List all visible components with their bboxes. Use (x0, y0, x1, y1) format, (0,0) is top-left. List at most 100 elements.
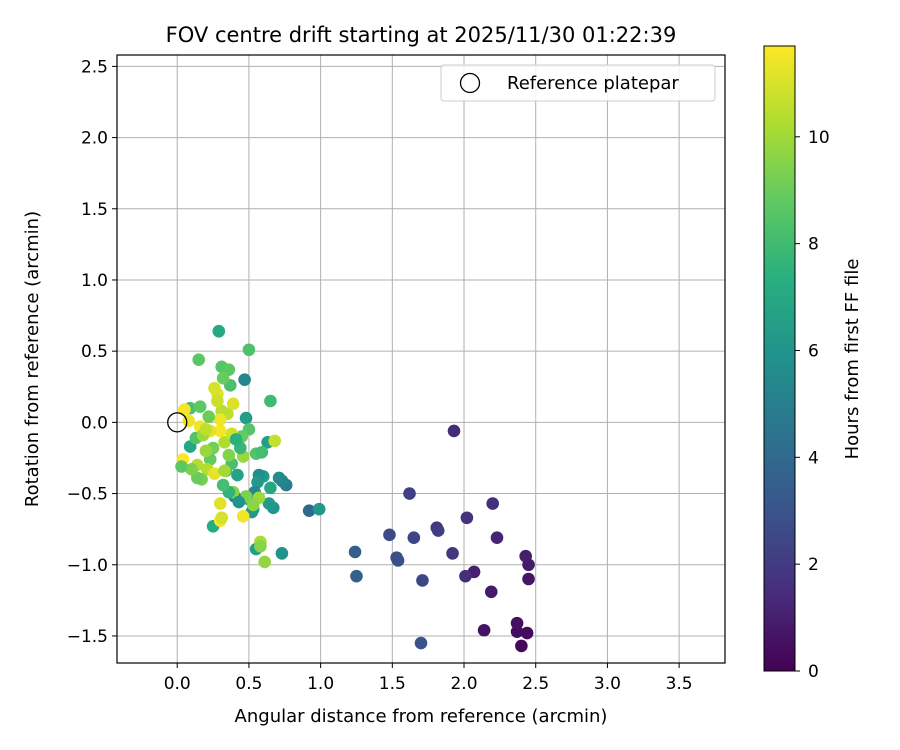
x-tick-label: 0.5 (235, 674, 262, 694)
data-point (218, 435, 231, 449)
x-tick-label: 2.5 (522, 674, 549, 694)
data-point (251, 475, 264, 489)
grid (117, 55, 725, 663)
data-point (229, 433, 243, 446)
data-point (484, 585, 498, 599)
data-point (242, 343, 256, 357)
data-point (510, 616, 524, 630)
data-point (218, 464, 231, 478)
y-tick-label: 1.5 (81, 200, 108, 220)
data-point (254, 539, 267, 553)
colorbar-tick-label: 10 (808, 128, 830, 148)
data-point (490, 531, 504, 544)
data-point (185, 463, 198, 476)
colorbar (763, 45, 796, 672)
data-point (515, 639, 528, 653)
data-point (477, 623, 491, 637)
data-point (239, 411, 253, 425)
chart-title: FOV centre drift starting at 2025/11/30 … (166, 23, 677, 47)
data-point (199, 423, 213, 436)
x-tick-label: 1.5 (379, 674, 406, 694)
data-point (275, 547, 289, 560)
data-point (383, 528, 396, 542)
colorbar-tick-label: 6 (808, 341, 819, 361)
plot-frame (116, 54, 726, 664)
x-tick-label: 0.0 (164, 674, 191, 694)
x-tick-label: 1.0 (307, 674, 334, 694)
data-point (246, 498, 260, 512)
data-point (255, 445, 269, 459)
y-tick-label: −0.5 (67, 485, 108, 505)
data-point (192, 353, 206, 367)
data-point (213, 497, 227, 510)
data-point (460, 511, 474, 525)
data-point (264, 394, 277, 408)
x-tick-label: 3.0 (594, 674, 621, 694)
y-tick-label: 0.5 (81, 342, 108, 362)
data-point (199, 444, 213, 458)
data-point (519, 549, 532, 563)
data-point (272, 471, 286, 485)
x-axis-ticks: 0.0 0.5 1.0 1.5 2.0 2.5 3.0 3.5 (164, 663, 693, 694)
y-tick-label: 2.0 (81, 129, 108, 149)
y-tick-label: 0.0 (81, 413, 108, 433)
reference-marker (167, 412, 188, 433)
data-point (238, 373, 251, 386)
data-point (226, 397, 240, 411)
colorbar-tick-label: 4 (808, 448, 819, 468)
data-point (416, 574, 429, 587)
legend-box (440, 64, 716, 102)
data-point (212, 324, 226, 338)
colorbar-label: Hours from first FF file (842, 259, 863, 460)
data-point (213, 413, 227, 426)
data-point (202, 410, 216, 423)
y-tick-label: 2.5 (81, 57, 108, 77)
data-point (522, 572, 535, 586)
data-point (232, 495, 246, 509)
data-point (302, 504, 316, 517)
data-point (216, 478, 230, 492)
colorbar-tick-label: 0 (808, 662, 819, 682)
data-point (486, 497, 499, 510)
data-point (414, 636, 428, 650)
data-point (348, 545, 362, 559)
data-point (216, 371, 230, 385)
data-point (258, 555, 271, 569)
data-point (178, 403, 191, 416)
data-point (391, 554, 405, 567)
data-point (459, 569, 472, 583)
y-tick-label: −1.5 (67, 627, 108, 647)
data-point (446, 547, 459, 560)
legend-label: Reference platepar (507, 73, 679, 94)
data-point (268, 434, 282, 448)
x-tick-label: 3.5 (666, 674, 693, 694)
data-point (312, 502, 326, 516)
data-point (215, 511, 228, 525)
data-point (231, 468, 244, 482)
y-tick-label: 1.0 (81, 271, 108, 291)
data-point (193, 400, 207, 414)
data-point (262, 497, 276, 510)
data-point (403, 487, 416, 500)
data-point (222, 448, 236, 462)
data-point (264, 481, 277, 495)
data-point (213, 424, 227, 438)
data-point (350, 569, 363, 583)
data-point (520, 626, 534, 640)
data-point (211, 394, 224, 408)
y-axis-ticks: −1.5 −1.0 −0.5 0.0 0.5 1.0 1.5 2.0 2.5 (67, 57, 117, 647)
colorbar-tick-label: 2 (808, 555, 819, 575)
legend-marker-icon (459, 72, 481, 94)
y-tick-label: −1.0 (67, 556, 108, 576)
data-point (175, 460, 188, 473)
data-point (447, 424, 461, 438)
data-point (208, 381, 221, 395)
data-point (431, 524, 445, 537)
legend: Reference platepar (440, 64, 716, 102)
x-axis-label: Angular distance from reference (arcmin) (235, 706, 608, 727)
reference-platepar-marker (167, 412, 188, 433)
colorbar-ticks: 0 2 4 6 8 10 (795, 128, 830, 682)
data-point (236, 510, 250, 523)
colorbar-tick-label: 8 (808, 235, 819, 255)
